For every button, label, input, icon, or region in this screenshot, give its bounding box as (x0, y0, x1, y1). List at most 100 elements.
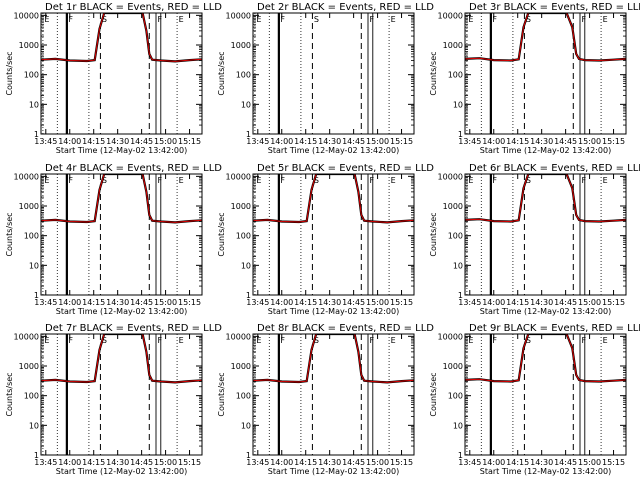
y-axis-label: Counts/sec (5, 372, 14, 416)
y-axis-label: Counts/sec (217, 51, 226, 95)
lld-line (465, 334, 626, 383)
x-tick-label: 13:45 (34, 298, 57, 307)
marker-label: E (391, 15, 396, 24)
x-tick-label: 15:00 (366, 298, 389, 307)
y-tick-label: 100 (236, 232, 251, 241)
y-tick-label: 10 (453, 100, 463, 109)
marker-label: E (603, 176, 608, 185)
y-tick-label: 1 (34, 291, 39, 300)
marker-label: S (102, 176, 107, 185)
y-tick-label: 1 (246, 451, 251, 460)
marker-label: F (492, 176, 497, 185)
x-tick-label: 14:30 (530, 137, 553, 146)
y-tick-label: 1 (458, 291, 463, 300)
x-tick-label: 14:45 (342, 137, 365, 146)
marker-label: F (370, 15, 375, 24)
x-tick-label: 14:30 (318, 137, 341, 146)
x-tick-label: 13:45 (458, 458, 481, 467)
x-tick-label: 15:15 (178, 137, 201, 146)
plot-frame (252, 333, 415, 456)
plot-frame (40, 12, 203, 135)
marker-label: E (256, 176, 261, 185)
x-axis-label: Start Time (12-May-02 13:42:00) (268, 467, 399, 476)
plot-title: Det 9r BLACK = Events, RED = LLD (469, 323, 640, 334)
marker-label: F (68, 176, 73, 185)
marker-label: F (280, 176, 285, 185)
x-tick-label: 15:00 (154, 137, 177, 146)
plot-frame (40, 173, 203, 296)
x-axis-label: Start Time (12-May-02 13:42:00) (56, 146, 187, 155)
y-tick-label: 10000 (14, 332, 39, 341)
detector-plot: Det 2r BLACK = Events, RED = LLD E F S F E 1 10… (217, 2, 434, 155)
y-axis-label: Counts/sec (217, 372, 226, 416)
plot-title: Det 2r BLACK = Events, RED = LLD (257, 2, 434, 13)
marker-label: S (102, 336, 107, 345)
x-tick-label: 15:00 (366, 458, 389, 467)
x-tick-label: 14:45 (130, 137, 153, 146)
detector-plot: Det 7r BLACK = Events, RED = LLD E F S F E 1 10… (5, 323, 222, 476)
plot-title: Det 3r BLACK = Events, RED = LLD (469, 2, 640, 13)
plot-frame (464, 333, 627, 456)
marker-label: F (280, 15, 285, 24)
marker-label: E (44, 336, 49, 345)
y-tick-label: 100 (24, 392, 39, 401)
x-axis-label: Start Time (12-May-02 13:42:00) (480, 467, 611, 476)
x-tick-label: 15:00 (578, 137, 601, 146)
y-tick-label: 10 (29, 261, 39, 270)
x-tick-label: 14:45 (554, 298, 577, 307)
marker-label: E (468, 336, 473, 345)
x-tick-label: 14:00 (482, 458, 505, 467)
x-tick-label: 15:00 (578, 298, 601, 307)
marker-label: F (370, 336, 375, 345)
y-tick-label: 1000 (443, 202, 463, 211)
plot-title: Det 4r BLACK = Events, RED = LLD (45, 163, 222, 174)
x-axis-label: Start Time (12-May-02 13:42:00) (480, 146, 611, 155)
plot-frame (464, 12, 627, 135)
y-tick-label: 10000 (14, 172, 39, 181)
marker-label: E (256, 15, 261, 24)
marker-label: F (370, 176, 375, 185)
lld-line (41, 334, 202, 383)
x-tick-label: 14:15 (294, 137, 317, 146)
detector-plot: Det 1r BLACK = Events, RED = LLD E F S F E 1 10… (5, 2, 222, 155)
x-tick-label: 15:15 (390, 298, 413, 307)
detector-plot: Det 6r BLACK = Events, RED = LLD E F S F E 1 10… (429, 163, 640, 316)
y-axis-label: Counts/sec (429, 372, 438, 416)
y-tick-label: 1000 (443, 41, 463, 50)
y-tick-label: 100 (236, 392, 251, 401)
y-tick-label: 1000 (19, 362, 39, 371)
y-tick-label: 1 (34, 130, 39, 139)
y-tick-label: 10000 (226, 332, 251, 341)
y-tick-label: 1 (458, 130, 463, 139)
marker-label: E (391, 176, 396, 185)
y-tick-label: 1 (34, 451, 39, 460)
x-tick-label: 14:45 (554, 137, 577, 146)
x-tick-label: 14:15 (506, 298, 529, 307)
marker-label: S (314, 15, 319, 24)
y-tick-label: 10 (29, 421, 39, 430)
x-tick-label: 14:30 (530, 298, 553, 307)
y-tick-label: 1000 (231, 41, 251, 50)
x-tick-label: 14:30 (530, 458, 553, 467)
plot-title: Det 7r BLACK = Events, RED = LLD (45, 323, 222, 334)
x-tick-label: 14:15 (506, 137, 529, 146)
plot-title: Det 6r BLACK = Events, RED = LLD (469, 163, 640, 174)
x-tick-label: 13:45 (246, 137, 269, 146)
x-tick-label: 14:15 (294, 458, 317, 467)
y-tick-label: 10000 (226, 172, 251, 181)
marker-label: E (603, 336, 608, 345)
x-tick-label: 14:00 (270, 298, 293, 307)
plot-title: Det 1r BLACK = Events, RED = LLD (45, 2, 222, 13)
x-tick-label: 14:45 (554, 458, 577, 467)
detector-plot: Det 8r BLACK = Events, RED = LLD E F S F E 1 10… (217, 323, 434, 476)
y-tick-label: 100 (448, 232, 463, 241)
marker-label: S (314, 176, 319, 185)
plot-frame (464, 173, 627, 296)
marker-label: F (158, 15, 163, 24)
y-tick-label: 10 (241, 100, 251, 109)
y-tick-label: 10000 (438, 332, 463, 341)
marker-label: S (102, 15, 107, 24)
lld-line (465, 13, 626, 62)
marker-label: E (179, 15, 184, 24)
